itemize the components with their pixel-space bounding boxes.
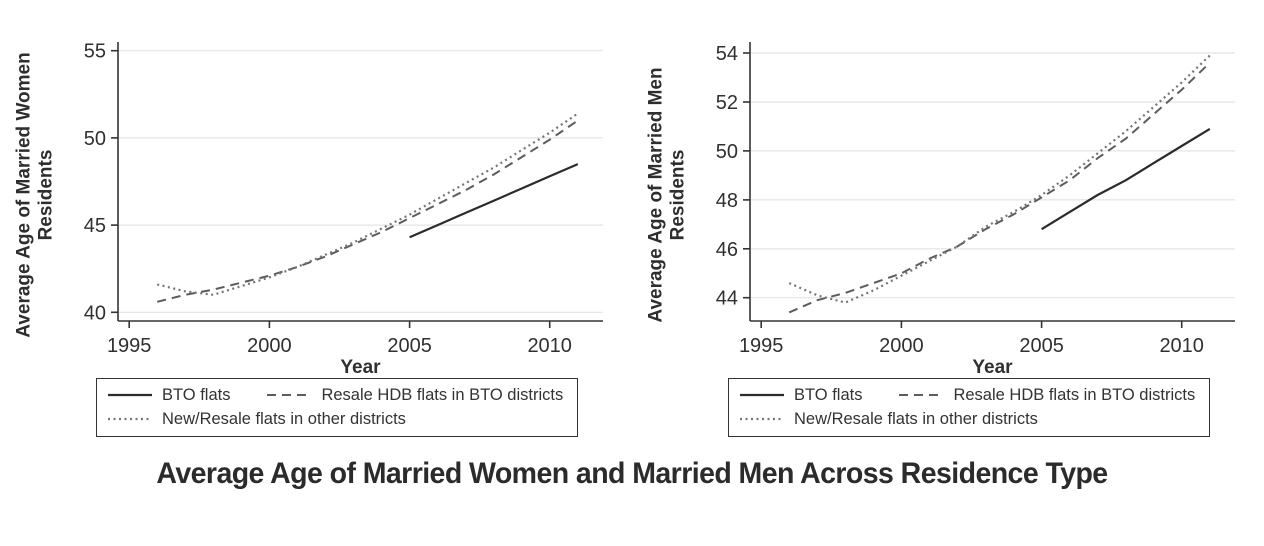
legend-row: New/Resale flats in other districts: [739, 407, 1195, 431]
svg-text:2005: 2005: [387, 335, 432, 357]
svg-text:2000: 2000: [879, 335, 924, 357]
legend-row: BTO flats Resale HDB flats in BTO distri…: [107, 383, 563, 407]
men-chart-plot: 44 46 48 50 52 54 1995 2000 2005 2010 Year: [716, 42, 1235, 374]
figure-title: Average Age of Married Women and Married…: [156, 457, 1108, 490]
svg-text:52: 52: [716, 92, 738, 114]
men-chart-legend: BTO flats Resale HDB flats in BTO distri…: [728, 378, 1211, 437]
women-chart-panel: Average Age of Married Women Residents 4…: [0, 16, 632, 437]
svg-text:40: 40: [84, 302, 106, 324]
solid-line-icon: [108, 393, 152, 397]
legend-label-resale-bto: Resale HDB flats in BTO districts: [953, 386, 1196, 404]
men-y-axis-label-wrap: Average Age of Married Men Residents: [632, 16, 704, 374]
legend-item-bto-flats: BTO flats: [739, 383, 862, 407]
men-chart-panel: Average Age of Married Men Residents 44 4…: [632, 16, 1264, 437]
legend-item-new-resale-other: New/Resale flats in other districts: [107, 407, 406, 431]
legend-label-bto-flats: BTO flats: [794, 386, 863, 404]
legend-row: BTO flats Resale HDB flats in BTO distri…: [739, 383, 1195, 407]
women-y-axis-label-line1: Average Age of Married Women: [13, 52, 35, 338]
svg-text:45: 45: [84, 215, 106, 237]
svg-text:Year: Year: [340, 357, 381, 374]
legend-item-bto-flats: BTO flats: [107, 383, 230, 407]
svg-text:2000: 2000: [247, 335, 292, 357]
women-chart-plot: 40 45 50 55 1995 2000 2005 2010 Year: [84, 41, 603, 374]
women-plot-col: 40 45 50 55 1995 2000 2005 2010 Year: [72, 16, 632, 374]
dotted-line-icon: [740, 417, 784, 421]
svg-text:1995: 1995: [739, 335, 784, 357]
svg-text:44: 44: [716, 288, 738, 310]
svg-text:50: 50: [84, 128, 106, 150]
legend-label-new-resale-other: New/Resale flats in other districts: [162, 410, 406, 428]
svg-text:50: 50: [716, 141, 738, 163]
women-chart-legend: BTO flats Resale HDB flats in BTO distri…: [96, 378, 579, 437]
men-plot-col: 44 46 48 50 52 54 1995 2000 2005 2010 Year: [704, 16, 1264, 374]
legend-label-new-resale-other: New/Resale flats in other districts: [794, 410, 1038, 428]
legend-item-resale-bto: Resale HDB flats in BTO districts: [898, 383, 1195, 407]
svg-text:2010: 2010: [527, 335, 572, 357]
figure: Average Age of Married Women Residents 4…: [0, 16, 1264, 490]
dashed-line-icon: [899, 394, 944, 396]
svg-text:2005: 2005: [1019, 335, 1064, 357]
legend-label-bto-flats: BTO flats: [162, 386, 231, 404]
legend-item-resale-bto: Resale HDB flats in BTO districts: [266, 383, 563, 407]
svg-text:2010: 2010: [1159, 335, 1204, 357]
solid-line-icon: [740, 393, 784, 397]
women-y-axis-label-wrap: Average Age of Married Women Residents: [0, 16, 72, 374]
legend-item-new-resale-other: New/Resale flats in other districts: [739, 407, 1038, 431]
dashed-line-icon: [267, 394, 312, 396]
svg-text:1995: 1995: [107, 335, 152, 357]
dotted-line-icon: [108, 417, 152, 421]
legend-row: New/Resale flats in other districts: [107, 407, 563, 431]
women-y-axis-label-line2: Residents: [36, 149, 57, 241]
men-plot-row: Average Age of Married Men Residents 44 4…: [632, 16, 1264, 374]
svg-text:46: 46: [716, 239, 738, 261]
men-y-axis-label: Average Age of Married Men Residents: [646, 67, 691, 322]
women-plot-row: Average Age of Married Women Residents 4…: [0, 16, 632, 374]
svg-text:Year: Year: [972, 357, 1013, 374]
charts-row: Average Age of Married Women Residents 4…: [0, 16, 1264, 437]
svg-text:48: 48: [716, 190, 738, 212]
men-y-axis-label-line2: Residents: [668, 149, 689, 241]
legend-label-resale-bto: Resale HDB flats in BTO districts: [321, 386, 564, 404]
women-y-axis-label: Average Age of Married Women Residents: [14, 52, 59, 337]
men-y-axis-label-line1: Average Age of Married Men: [645, 67, 667, 323]
svg-text:54: 54: [716, 43, 738, 65]
svg-text:55: 55: [84, 41, 106, 63]
